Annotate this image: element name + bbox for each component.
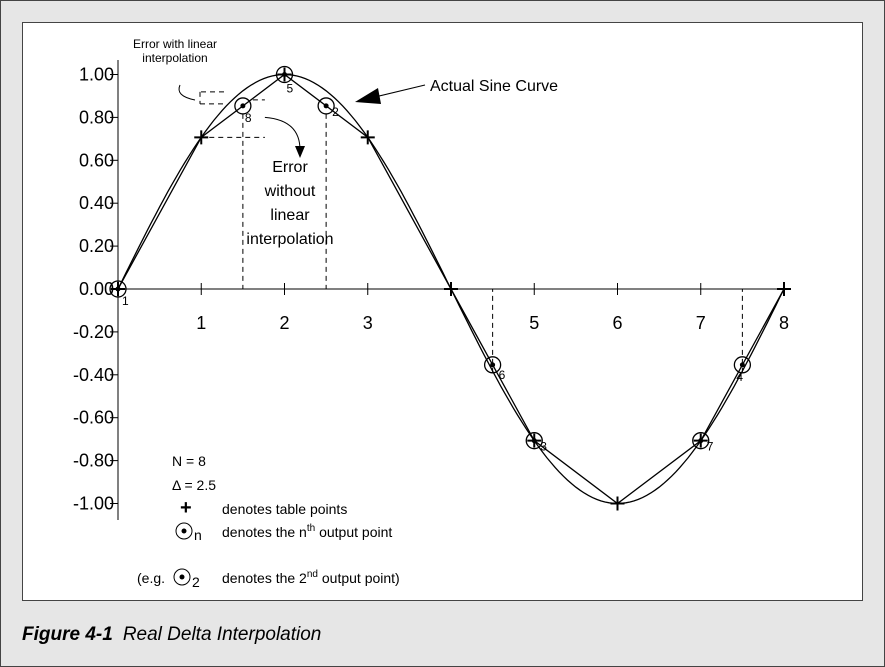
annotation: Error with linear [133, 37, 217, 51]
annotation: Actual Sine Curve [430, 78, 558, 95]
y-tick-label: -1.00 [73, 494, 114, 514]
output-point [275, 65, 294, 84]
x-tick-label: 8 [779, 313, 789, 333]
legend-delta: Δ = 2.5 [172, 477, 216, 493]
table-point [194, 130, 209, 145]
x-tick-label: 1 [196, 313, 206, 333]
legend-example-dot [179, 574, 185, 580]
arrow-line [374, 84, 426, 98]
output-point [109, 280, 127, 298]
t: denotes the 2 [222, 570, 307, 586]
y-tick-label: 0.40 [79, 193, 114, 213]
table-point [360, 130, 375, 145]
output-point [525, 432, 543, 450]
annotation: Error [272, 159, 308, 176]
output-dot [323, 103, 329, 109]
small-arrow [178, 84, 196, 101]
caption-title: Real Delta Interpolation [123, 624, 322, 645]
point-label: 5 [287, 82, 294, 96]
legend-example-symbol [173, 568, 191, 586]
annotation: without [264, 183, 316, 200]
legend-output-dot [181, 528, 187, 534]
output-dot [115, 286, 121, 292]
legend-text: denotes table points [222, 501, 347, 517]
legend-n: N = 8 [172, 453, 206, 469]
y-tick-label: 0.80 [79, 107, 114, 127]
legend-example: (e.g. [137, 570, 165, 586]
point-label: 7 [707, 440, 714, 454]
point-label: 1 [122, 294, 129, 308]
error-bracket [209, 99, 265, 138]
output-point [733, 356, 752, 374]
y-tick-label: 0.60 [79, 150, 114, 170]
x-tick-label: 7 [696, 313, 706, 333]
arrow-head [355, 88, 381, 104]
table-point [444, 282, 458, 296]
x-tick-label: 3 [363, 313, 373, 333]
legend-text: denotes the nth output point [222, 523, 392, 540]
t: output point) [318, 570, 400, 586]
annotation: interpolation [246, 231, 333, 248]
error-arrow [264, 116, 301, 151]
t: output point [315, 524, 392, 540]
output-dot [490, 362, 496, 368]
point-label: 3 [540, 440, 547, 454]
legend-symbol: + [180, 497, 192, 519]
plot-frame [22, 22, 863, 601]
output-point [234, 97, 252, 115]
x-tick-label: 6 [612, 313, 622, 333]
legend-output-symbol [175, 522, 193, 540]
y-tick-label: 1.00 [79, 65, 114, 85]
annotation: interpolation [142, 51, 207, 65]
point-label: 4 [736, 370, 743, 384]
x-tick-label: 5 [529, 313, 539, 333]
table-point [777, 282, 791, 296]
y-tick-label: -0.40 [73, 365, 114, 385]
t: denotes the n [222, 524, 307, 540]
sup: nd [307, 569, 318, 580]
caption-number: Figure 4-1 [22, 624, 113, 645]
sup: th [307, 523, 315, 534]
output-dot [698, 438, 704, 444]
point-label: 2 [332, 105, 339, 119]
annotation: linear [270, 207, 310, 224]
output-dot [240, 103, 246, 109]
caption: Figure 4-1 Real Delta Interpolation [22, 624, 321, 645]
output-point [692, 432, 710, 450]
y-tick-label: 0.00 [79, 279, 114, 299]
y-tick-label: -0.60 [73, 408, 114, 428]
small-bracket [199, 91, 224, 105]
output-point [317, 97, 335, 115]
y-tick-label: 0.20 [79, 236, 114, 256]
output-dot [531, 438, 537, 444]
legend-sub: 2 [192, 574, 200, 590]
point-label: 6 [499, 368, 506, 382]
output-point [483, 356, 502, 374]
output-dot [282, 72, 287, 77]
table-point [610, 496, 625, 511]
point-label: 8 [245, 111, 252, 125]
y-tick-label: -0.80 [73, 451, 114, 471]
output-dot [739, 362, 745, 368]
arrow-head [295, 146, 305, 158]
legend-text: denotes the 2nd output point) [222, 569, 400, 586]
legend-sub: n [194, 527, 202, 543]
y-tick-label: -0.20 [73, 322, 114, 342]
x-tick-label: 2 [279, 313, 289, 333]
